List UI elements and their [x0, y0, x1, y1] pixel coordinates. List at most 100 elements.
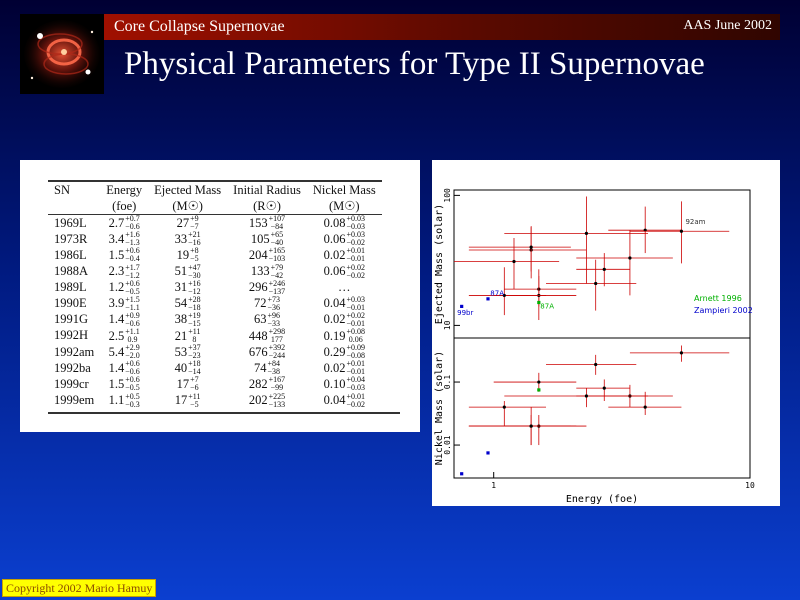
cell-error-minus: −0.01	[346, 318, 365, 328]
cell-value: 0.06	[323, 264, 346, 278]
plot-annotation: 87A	[540, 302, 554, 310]
cell-ejected: 27 +9 −7	[148, 215, 227, 232]
cell-error-bars: +165 −103	[269, 247, 286, 263]
cell-sn: 1991G	[54, 312, 89, 327]
data-point	[529, 245, 533, 249]
cell-value: 74	[254, 360, 267, 375]
cell-error-minus: −16	[188, 238, 201, 248]
cell-value: …	[338, 280, 351, 295]
table-header-row: SN Energy Ejected Mass Initial Radius Ni…	[48, 181, 382, 198]
cell-value: 0.04	[323, 296, 346, 311]
cell-nickel: 0.29 +0.09 −0.08	[307, 344, 382, 360]
cell-error-plus: +107	[268, 214, 286, 224]
cell-ejected: 51 +47 −30	[148, 263, 227, 279]
cell-error-minus: −33	[267, 318, 281, 328]
cell-error-minus: 0.06	[348, 335, 363, 344]
col-header-nickel-mass: Nickel Mass	[312, 183, 376, 197]
y-tick-label: 10	[443, 320, 452, 330]
cell-energy: 2.7 +0.7 −0.6	[100, 215, 148, 232]
cell-value: 1.4	[108, 360, 125, 375]
col-header-ejected-mass: Ejected Mass	[154, 183, 222, 197]
cell-value: 53	[174, 344, 188, 359]
cell-error-bars: +0.02 −0.02	[346, 263, 365, 280]
cell-sn: 1989L	[54, 280, 87, 295]
parameters-table: SN Energy Ejected Mass Initial Radius Ni…	[48, 180, 382, 409]
cell-error-minus: −0.5	[125, 383, 140, 393]
cell-error-plus: +0.03	[346, 294, 365, 304]
table-row: 1992ba 1.4 +0.6 −0.6 40 +18 −14 74 +84 −38 0.02 +0.…	[48, 360, 382, 376]
y-tick-label: 0.01	[443, 435, 452, 454]
cell-error-minus: −84	[270, 222, 284, 232]
cell-radius: 72 +73 −36	[227, 295, 307, 312]
cell-value: 72	[254, 296, 267, 311]
cell-error-bars: +0.7 −0.6	[125, 215, 140, 231]
cell-nickel: 0.04 +0.01 −0.02	[307, 392, 382, 408]
cell-error-plus: +65	[270, 230, 284, 240]
cell-value: 2.7	[108, 215, 125, 230]
cell-error-bars: +79 −42	[270, 263, 284, 280]
cell-energy: 2.3 +1.7 −1.2	[100, 263, 148, 279]
cell-error-plus: +28	[188, 294, 201, 304]
cell-error-bars: +47 −30	[188, 263, 201, 280]
cell-error-minus: −0.01	[346, 367, 365, 377]
cell-error-bars: +392 −244	[269, 344, 286, 360]
cell-error-plus: +0.6	[125, 246, 140, 256]
cell-error-plus: +1.5	[125, 294, 140, 304]
cell-radius: 202 +225 −133	[227, 392, 307, 408]
cell-error-minus: −42	[270, 270, 284, 280]
cell-error-bars: +1.7 −1.2	[125, 262, 140, 280]
cell-error-plus: +0.7	[125, 214, 140, 224]
cell-error-plus: +37	[188, 343, 201, 353]
data-point	[628, 256, 632, 260]
x-tick-label: 10	[745, 481, 755, 490]
cell-error-bars: +107 −84	[269, 215, 286, 231]
cell-error-bars: +37 −23	[188, 344, 201, 360]
cell-value: 105	[250, 231, 270, 246]
cell-error-bars: +73 −36	[268, 295, 281, 312]
cell-radius: 282 +167 −99	[227, 376, 307, 392]
cell-value: 282	[248, 376, 268, 391]
col-unit-energy: (foe)	[100, 198, 149, 215]
cell-sn: 1999em	[54, 392, 95, 407]
cell-error-minus: −0.03	[346, 383, 365, 393]
cell-nickel: 0.10 +0.04 −0.03	[307, 376, 382, 392]
cell-error-plus: +165	[268, 246, 286, 256]
cell-error-plus: +2.9	[125, 343, 140, 353]
cell-radius: 153 +107 −84	[227, 215, 307, 232]
cell-error-bars: +167 −99	[269, 376, 286, 392]
data-point	[502, 293, 506, 298]
cell-value: 0.02	[323, 360, 346, 375]
cell-value: 1.5	[108, 247, 125, 262]
data-point	[602, 386, 606, 390]
cell-error-bars: +0.9 −0.6	[125, 311, 140, 328]
table-units-row: (foe) (M☉) (R☉) (M☉)	[48, 198, 382, 215]
cell-nickel: 0.04 +0.03 −0.01	[307, 294, 382, 312]
cell-error-plus: +1.7	[125, 262, 140, 272]
cell-value: 0.04	[323, 393, 346, 407]
cell-error-minus: −0.6	[125, 367, 140, 377]
x-tick-label: 1	[491, 481, 496, 490]
cell-error-minus: −5	[190, 399, 199, 409]
col-header-initial-radius: Initial Radius	[233, 183, 301, 197]
cell-value: 17	[174, 393, 188, 407]
cell-value: 0.06	[323, 231, 346, 246]
cell-error-minus: −40	[270, 238, 284, 248]
data-point	[602, 267, 606, 271]
cell-error-minus: −0.03	[346, 222, 365, 232]
sn1987a-ring-icon	[20, 14, 104, 94]
cell-error-bars: +0.6 −0.4	[125, 247, 140, 263]
cell-sn: 1992H	[54, 328, 89, 343]
cell-nickel: 0.06 +0.03 −0.02	[307, 231, 382, 247]
cell-error-bars: +65 −40	[271, 231, 284, 247]
cell-error-minus: −5	[190, 254, 199, 264]
table-row: 1988A 2.3 +1.7 −1.2 51 +47 −30 133 +79 −42 0.06 +0.…	[48, 263, 382, 279]
data-point	[584, 231, 589, 236]
col-unit-sn	[48, 198, 101, 215]
table-bottom-rule	[48, 412, 400, 414]
cell-error-minus: −0.01	[346, 254, 365, 264]
cell-value: 0.08	[323, 215, 346, 230]
cell-error-bars: +0.01 −0.02	[346, 392, 365, 409]
cell-error-plus: +167	[268, 375, 286, 385]
cell-error-bars: +225 −133	[269, 392, 286, 409]
cell-error-bars: +0.08 0.06	[346, 328, 365, 344]
